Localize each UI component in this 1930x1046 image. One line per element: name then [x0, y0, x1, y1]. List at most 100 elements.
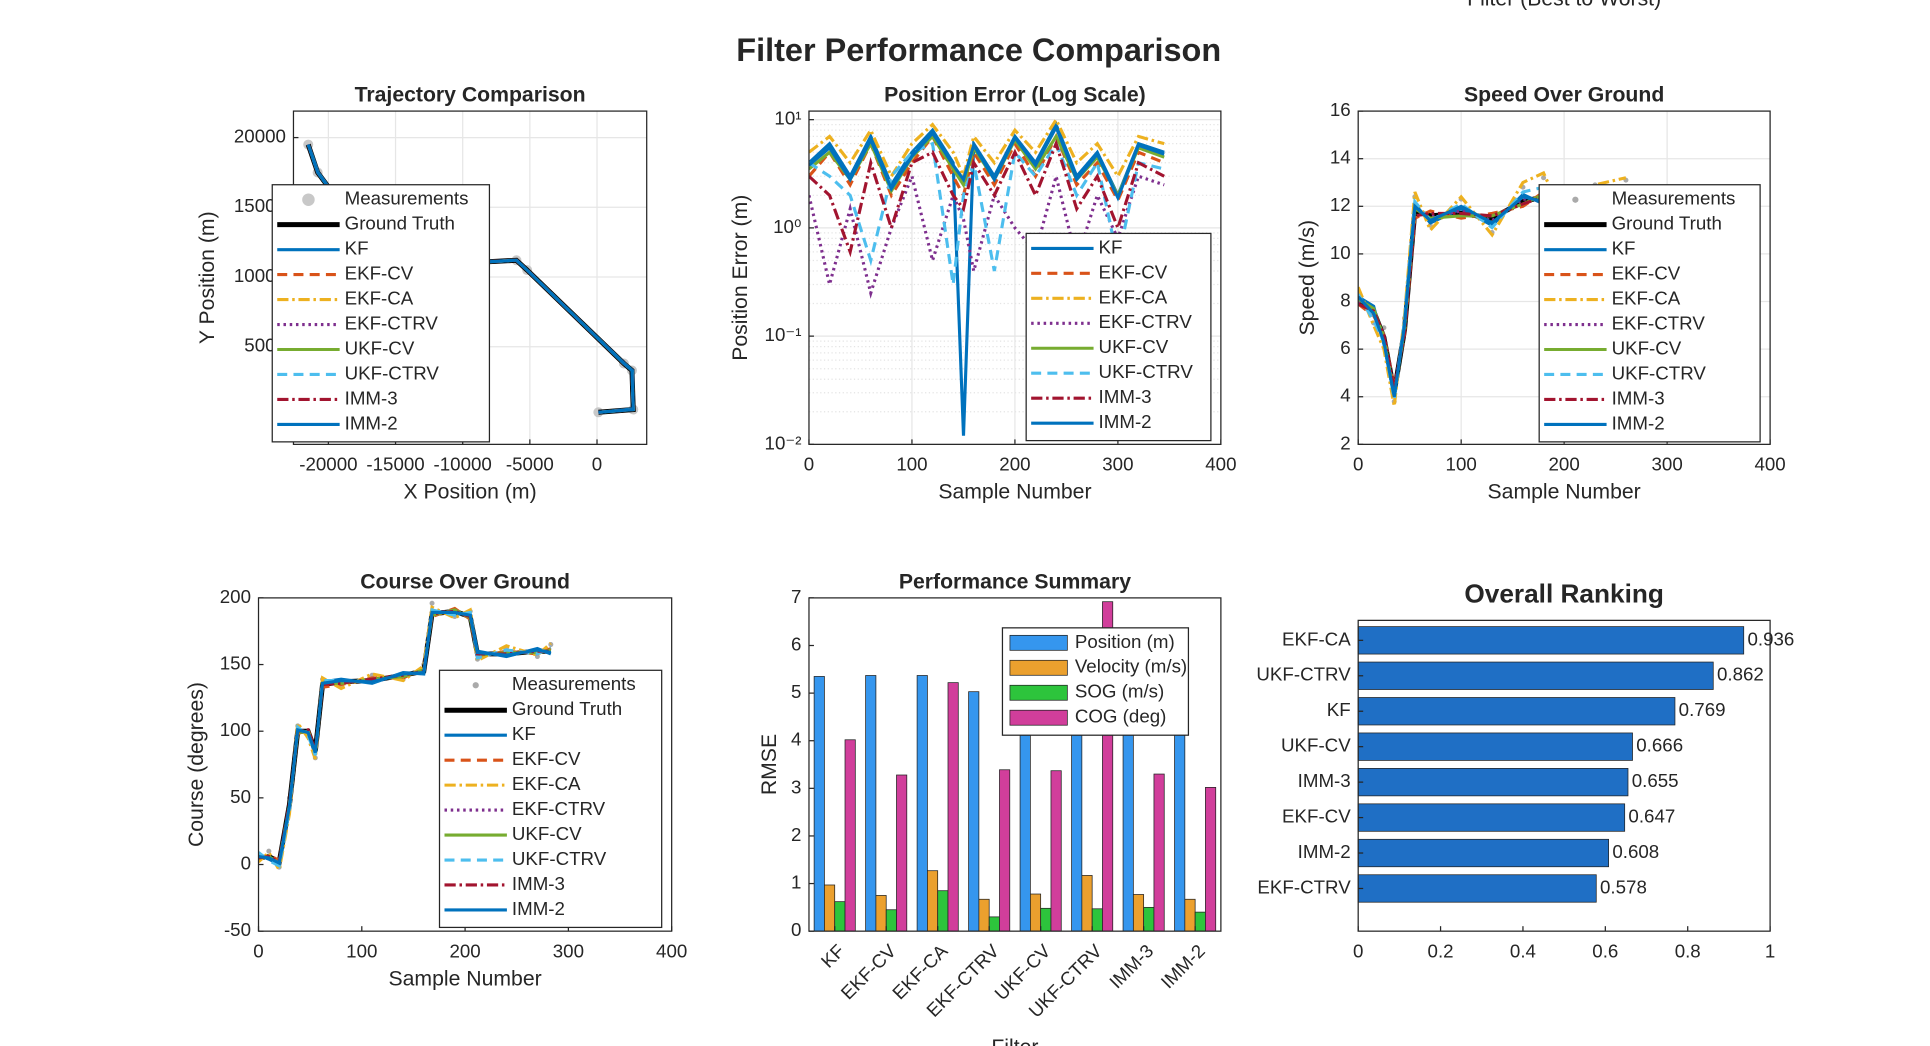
y-tick-label: UKF-CV [1281, 735, 1351, 756]
legend-label: EKF-CTRV [1612, 312, 1706, 333]
y-tick-label: EKF-CTRV [1257, 876, 1351, 897]
chart-title: Overall Ranking [1464, 578, 1664, 608]
value-label: 0.862 [1717, 664, 1764, 685]
legend-label: UKF-CTRV [1612, 362, 1707, 383]
series-line [808, 123, 1165, 202]
bar [1153, 773, 1165, 932]
series-line [808, 170, 1165, 299]
bar [1357, 874, 1597, 903]
data-layer [813, 601, 1217, 932]
legend-label: UKF-CV [512, 823, 582, 844]
value-label: 0.647 [1628, 806, 1675, 827]
bar [813, 676, 825, 932]
bar [824, 884, 836, 932]
legend-label: KF [1612, 238, 1636, 259]
data-layer [808, 116, 1165, 436]
value-label: 0.655 [1632, 770, 1679, 791]
axes-box [1357, 110, 1771, 445]
value-label: 0.666 [1636, 735, 1683, 756]
legend-label: UKF-CV [1612, 337, 1682, 358]
x-tick-label: 400 [1754, 454, 1785, 475]
chart-title: Course Over Ground [360, 571, 570, 594]
legend-swatch [1009, 634, 1068, 651]
y-tick-label: 10 [1330, 242, 1351, 263]
x-tick-label: 0 [592, 454, 602, 475]
bar [937, 890, 949, 932]
legend-label: IMM-2 [1612, 412, 1665, 433]
y-tick-label: 16 [1330, 99, 1351, 120]
data-layer [258, 600, 554, 875]
y-axis-label: RMSE [758, 734, 781, 795]
y-axis-label: Speed (m/s) [1296, 220, 1319, 335]
legend-label: EKF-CA [345, 288, 414, 309]
legend-swatch [1009, 709, 1068, 726]
legend-label: UKF-CTRV [345, 362, 440, 383]
y-tick-label: KF [1327, 699, 1351, 720]
bar [1143, 906, 1155, 932]
y-tick-label: UKF-CTRV [1256, 664, 1351, 685]
bar [834, 901, 846, 932]
legend-label: COG (deg) [1075, 706, 1167, 727]
y-axis-label: Course (degrees) [185, 682, 208, 847]
x-axis-label: Filter [991, 1036, 1038, 1046]
x-tick-label: 0.6 [1592, 940, 1618, 961]
bar [916, 675, 928, 932]
bar [978, 898, 990, 932]
y-tick-label: 10⁻¹ [765, 324, 802, 345]
x-axis-label: Sample Number [938, 481, 1091, 504]
legend-label: Measurements [345, 188, 469, 209]
y-tick-label: 14 [1330, 147, 1351, 168]
y-tick-label: 1 [791, 871, 801, 892]
bar [988, 916, 1000, 932]
bar [1091, 908, 1103, 932]
x-tick-label: 100 [346, 940, 377, 961]
x-tick-label: 300 [1102, 454, 1133, 475]
legend-label: Ground Truth [1612, 213, 1722, 234]
x-tick-label: -10000 [434, 454, 492, 475]
legend-label: UKF-CV [345, 337, 415, 358]
legend-label: EKF-CA [512, 773, 581, 794]
bar [885, 909, 897, 932]
axes-box [808, 110, 1222, 445]
value-label: 0.608 [1612, 841, 1659, 862]
y-tick-label: 4 [791, 729, 801, 750]
bar [999, 769, 1011, 932]
measurement-point [1541, 175, 1547, 181]
legend-label: EKF-CTRV [345, 312, 439, 333]
legend-label: SOG (m/s) [1075, 681, 1164, 702]
bar [844, 739, 856, 932]
legend-marker [302, 193, 315, 206]
chart-title: Trajectory Comparison [355, 84, 586, 107]
legend-label: KF [1099, 236, 1123, 257]
legend-label: UKF-CTRV [1099, 361, 1194, 382]
x-tick-label: 0 [1353, 454, 1363, 475]
x-tick-label: 0 [1353, 940, 1363, 961]
bar [1357, 732, 1633, 761]
x-tick-label: 0.8 [1675, 940, 1701, 961]
y-axis-label: Position Error (m) [729, 195, 752, 361]
bar [1030, 893, 1042, 932]
bar [875, 895, 887, 932]
legend-swatch [1009, 659, 1068, 676]
legend-label: EKF-CV [1099, 261, 1168, 282]
y-tick-label: 10¹ [774, 108, 801, 129]
legend-label: UKF-CV [1099, 336, 1169, 357]
legend-label: Measurements [512, 673, 636, 694]
chart-title: Position Error (Log Scale) [884, 84, 1146, 107]
y-axis-label: Y Position (m) [196, 211, 219, 344]
legend-swatch [1009, 684, 1068, 701]
bar [1357, 626, 1745, 655]
x-tick-label: -5000 [506, 454, 554, 475]
legend-label: IMM-3 [1099, 386, 1152, 407]
legend-label: EKF-CV [345, 263, 414, 284]
bar [1184, 898, 1196, 932]
legend-label: EKF-CV [512, 748, 581, 769]
y-tick-label: 100 [220, 719, 251, 740]
legend-label: IMM-2 [512, 898, 565, 919]
y-tick-label: 6 [791, 633, 801, 654]
y-tick-label: IMM-2 [1298, 841, 1351, 862]
bar [1357, 768, 1629, 797]
y-tick-label: 6 [1340, 337, 1350, 358]
